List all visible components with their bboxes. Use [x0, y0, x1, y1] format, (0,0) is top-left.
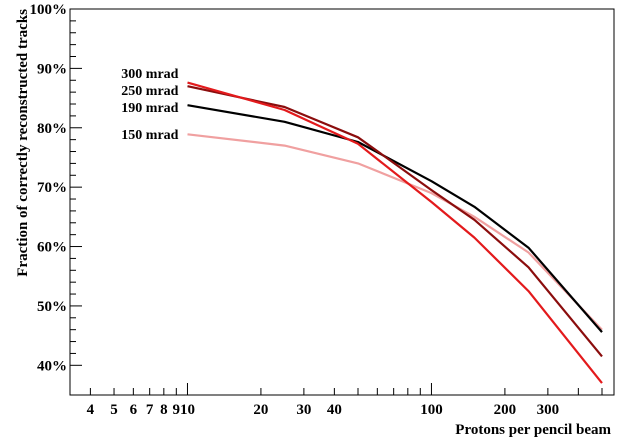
series-line — [187, 104, 603, 333]
x-tick-label: 30 — [296, 402, 311, 418]
x-tick-label: 10 — [180, 402, 195, 418]
series-line — [187, 81, 603, 384]
x-tick-label: 5 — [110, 402, 118, 418]
plot-frame — [69, 8, 615, 396]
y-tick-label: 50% — [37, 299, 67, 315]
series-label: 190 mrad — [121, 101, 178, 116]
y-tick-label: 80% — [37, 121, 67, 137]
x-tick-label: 100 — [420, 402, 443, 418]
x-tick-label: 7 — [146, 402, 154, 418]
series-label: 150 mrad — [121, 128, 178, 143]
series-label: 300 mrad — [121, 67, 178, 82]
series-lines — [187, 81, 603, 384]
x-tick-label: 9 — [173, 402, 181, 418]
x-tick-label: 6 — [130, 402, 138, 418]
y-tick-label: 100% — [30, 2, 68, 18]
x-tick-label: 300 — [537, 402, 560, 418]
series-line — [187, 85, 603, 358]
x-axis-title: Protons per pencil beam — [455, 422, 611, 438]
y-axis: 40% 50% 60% 70% 80% 90% 100% — [30, 2, 82, 374]
y-tick-label: 40% — [37, 358, 67, 374]
series-label: 250 mrad — [121, 84, 178, 99]
x-tick-label: 8 — [160, 402, 168, 418]
y-tick-label: 70% — [37, 180, 67, 196]
x-tick-label: 20 — [253, 402, 268, 418]
y-axis-title: Fraction of correctly reconstructed trac… — [15, 9, 31, 277]
y-tick-label: 60% — [37, 240, 67, 256]
series-labels: 300 mrad 250 mrad 190 mrad 150 mrad — [121, 67, 178, 143]
x-tick-label: 4 — [87, 402, 95, 418]
x-axis: 4 5 6 7 8 9 10 20 30 40 100 200 300 — [87, 383, 603, 418]
y-tick-label: 90% — [37, 61, 67, 77]
series-line — [187, 133, 603, 331]
x-tick-label: 40 — [327, 402, 342, 418]
x-tick-label: 200 — [494, 402, 517, 418]
